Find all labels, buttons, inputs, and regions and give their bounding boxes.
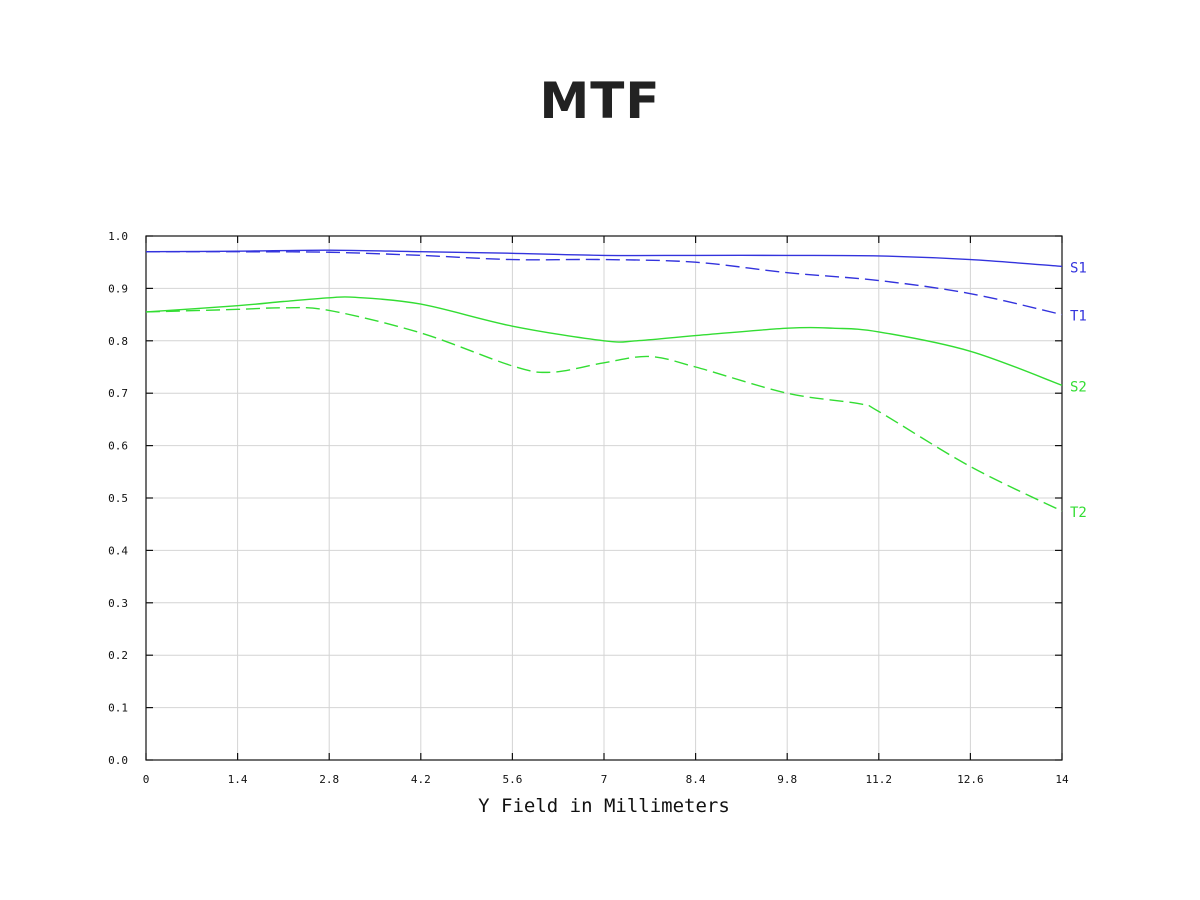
y-tick-label: 0.9 (108, 282, 128, 295)
series-label-s1: S1 (1070, 260, 1087, 276)
series-line-s2 (145, 296, 1063, 386)
y-tick-label: 0.2 (108, 649, 128, 662)
y-tick-label: 0.6 (108, 440, 128, 453)
series-label-s2: S2 (1070, 379, 1087, 395)
y-tick-label: 0.8 (108, 335, 128, 348)
axis-ticks: 0 1.4 2.8 4.2 5.6 7 8.4 9.8 11.2 12.6 14 0.0 0.1 0.2 0… (108, 230, 1069, 786)
x-tick-label: 12.6 (957, 773, 984, 786)
x-axis-label: Y Field in Millimeters (478, 795, 730, 817)
y-tick-label: 0.0 (108, 754, 128, 767)
series-label-t2: T2 (1070, 505, 1087, 521)
y-tick-label: 1.0 (108, 230, 128, 243)
x-tick-label: 5.6 (502, 773, 522, 786)
grid-lines (145, 235, 1063, 761)
x-tick-label: 1.4 (228, 773, 248, 786)
x-tick-label: 0 (143, 773, 150, 786)
x-tick-label: 7 (601, 773, 608, 786)
series-line-s1 (145, 249, 1063, 268)
x-tick-label: 2.8 (319, 773, 339, 786)
series-line-t1 (145, 250, 1063, 316)
x-tick-label: 8.4 (686, 773, 706, 786)
x-tick-label: 9.8 (777, 773, 797, 786)
x-tick-label: 11.2 (866, 773, 893, 786)
x-tick-label: 14 (1055, 773, 1069, 786)
chart-title: MTF (539, 72, 661, 130)
y-tick-label: 0.1 (108, 702, 128, 715)
y-tick-label: 0.4 (108, 544, 128, 557)
y-tick-label: 0.7 (108, 387, 128, 400)
y-tick-label: 0.5 (108, 492, 128, 505)
x-tick-label: 4.2 (411, 773, 431, 786)
y-tick-label: 0.3 (108, 597, 128, 610)
series-label-t1: T1 (1070, 309, 1087, 325)
series-lines (145, 249, 1063, 512)
series-line-t2 (145, 306, 1063, 512)
series-labels: S1 T1 S2 T2 (1070, 260, 1087, 521)
